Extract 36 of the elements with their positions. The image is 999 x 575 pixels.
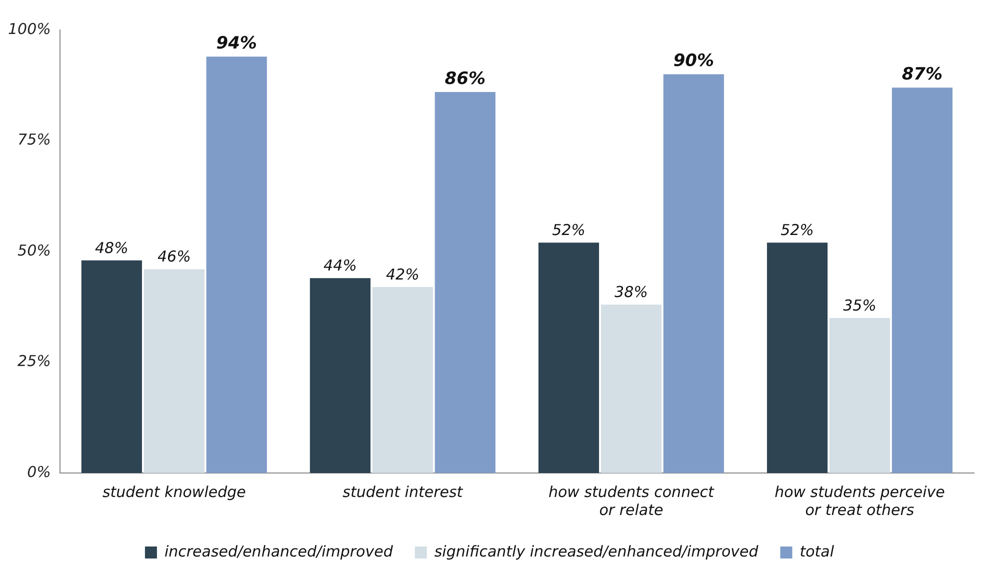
y-tick-label: 50% <box>18 241 51 260</box>
legend-label: increased/enhanced/improved <box>164 542 394 560</box>
bar <box>144 269 204 473</box>
data-label: 42% <box>386 265 420 284</box>
data-label: 86% <box>444 68 486 89</box>
x-tick-label: student knowledge <box>102 482 246 501</box>
bar <box>372 286 433 473</box>
bar <box>310 278 371 473</box>
data-label: 52% <box>552 221 586 240</box>
data-label: 90% <box>673 51 714 72</box>
data-label: 46% <box>157 248 191 266</box>
bar <box>829 318 890 473</box>
data-label: 87% <box>902 64 943 85</box>
bar <box>538 242 600 473</box>
data-label: 44% <box>324 256 357 274</box>
x-tick-label: how students connect or relate <box>548 482 716 519</box>
data-label: 48% <box>95 238 128 257</box>
data-label: 35% <box>843 296 876 314</box>
legend-label: total <box>800 542 835 560</box>
x-tick-label: student interest <box>342 482 464 501</box>
y-tick-label: 75% <box>18 130 51 149</box>
bar <box>434 92 496 473</box>
bar <box>663 74 724 473</box>
bar <box>206 56 267 473</box>
y-tick-label: 0% <box>27 462 51 481</box>
bar <box>766 242 828 473</box>
bar <box>892 88 952 473</box>
data-label: 94% <box>216 34 257 54</box>
data-label: 52% <box>780 221 814 240</box>
legend-label: significantly increased/enhanced/improved <box>434 542 759 560</box>
bar <box>81 260 142 473</box>
y-tick-label: 25% <box>18 352 51 370</box>
x-tick-label: how students perceive or treat others <box>774 482 945 519</box>
y-tick-label: 100% <box>8 20 51 38</box>
bar <box>600 304 662 473</box>
data-label: 38% <box>614 283 648 302</box>
